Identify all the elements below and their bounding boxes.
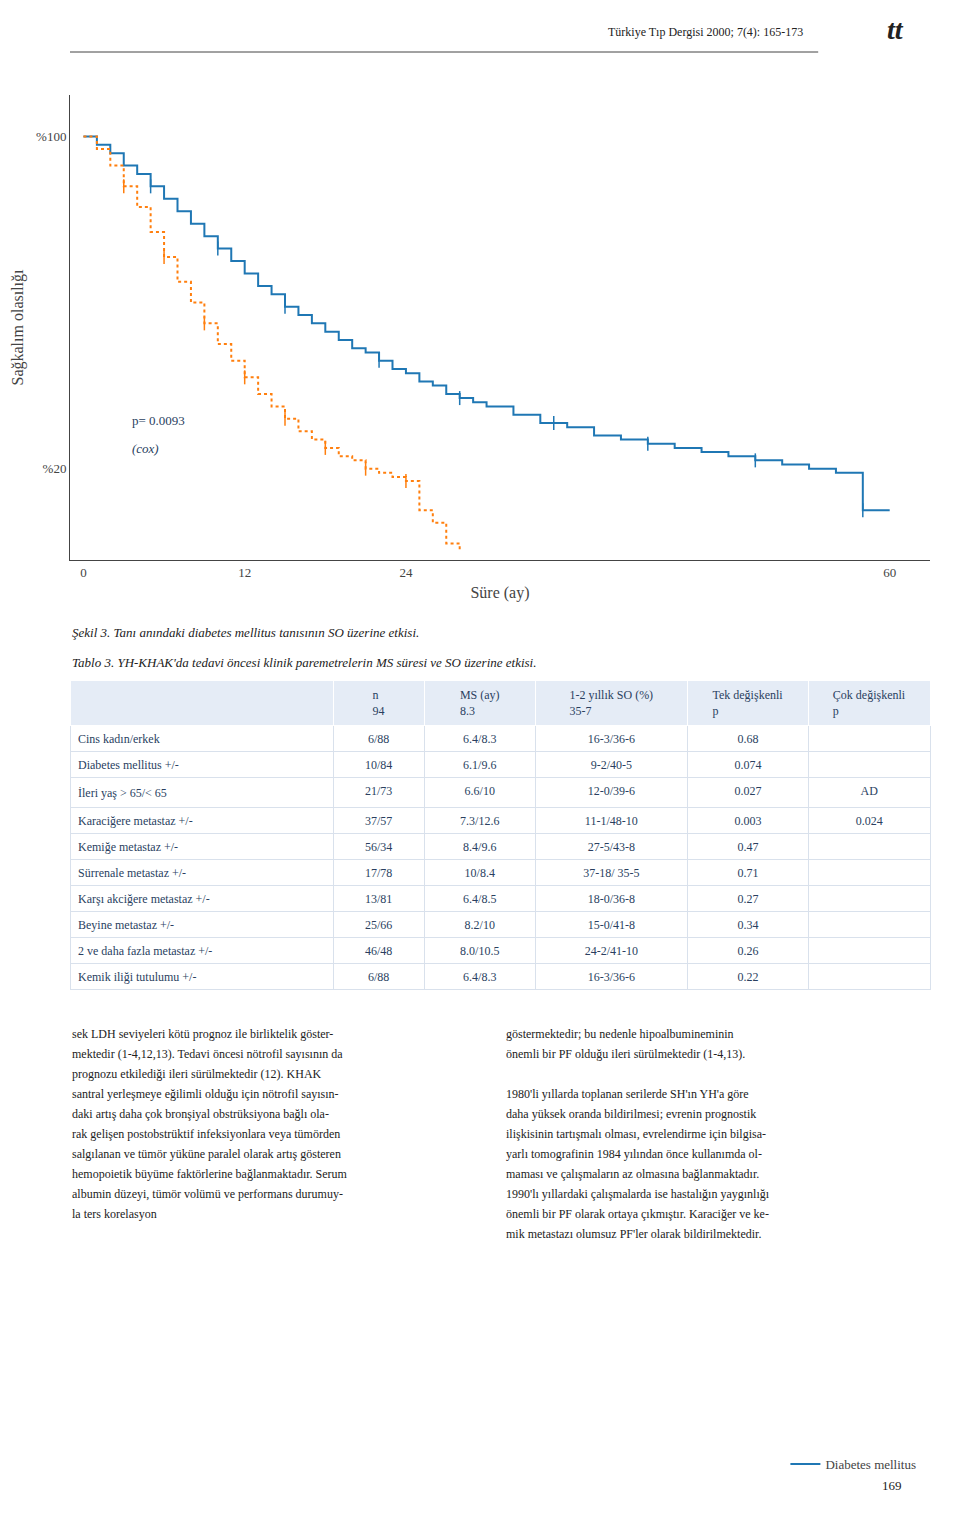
svg-text:37-18/ 35-5: 37-18/ 35-5	[583, 866, 639, 880]
svg-text:la ters korelasyon: la ters korelasyon	[72, 1207, 157, 1221]
svg-text:0.34: 0.34	[737, 918, 758, 932]
svg-text:0.003: 0.003	[734, 814, 761, 828]
svg-text:15-0/41-8: 15-0/41-8	[588, 918, 635, 932]
svg-text:ilişkisinin tartışmalı olması,: ilişkisinin tartışmalı olması, evrelendi…	[506, 1127, 766, 1141]
svg-text:Diabetes mellitus +/-: Diabetes mellitus +/-	[78, 758, 179, 772]
svg-text:daki artış daha çok bronşiyal: daki artış daha çok bronşiyal obstrüksiy…	[72, 1107, 329, 1121]
svg-text:8.0/10.5: 8.0/10.5	[460, 944, 499, 958]
svg-text:0.68: 0.68	[737, 732, 758, 746]
svg-text:albumin düzeyi, tümör volümü v: albumin düzeyi, tümör volümü ve performa…	[72, 1187, 343, 1201]
svg-text:56/34: 56/34	[365, 840, 392, 854]
svg-text:13/81: 13/81	[365, 892, 392, 906]
svg-text:sek LDH seviyeleri kötü progno: sek LDH seviyeleri kötü prognoz ile birl…	[72, 1027, 333, 1041]
svg-text:p= 0.0093: p= 0.0093	[132, 413, 185, 428]
svg-text:maması ve çalışmaların az olma: maması ve çalışmaların az olmasına bağla…	[506, 1167, 759, 1181]
svg-text:1980'li yıllarda toplanan seri: 1980'li yıllarda toplanan serilerde SH'ı…	[506, 1087, 749, 1101]
svg-text:7.3/12.6: 7.3/12.6	[460, 814, 499, 828]
svg-text:24-2/41-10: 24-2/41-10	[585, 944, 638, 958]
svg-text:16-3/36-6: 16-3/36-6	[588, 732, 635, 746]
svg-text:17/78: 17/78	[365, 866, 392, 880]
svg-text:0.024: 0.024	[856, 814, 883, 828]
svg-text:Türkiye Tıp Dergisi 2000; 7(4): Türkiye Tıp Dergisi 2000; 7(4): 165-173	[608, 25, 803, 39]
svg-text:0.27: 0.27	[737, 892, 758, 906]
svg-text:0.26: 0.26	[737, 944, 758, 958]
svg-text:24: 24	[399, 565, 413, 580]
svg-text:25/66: 25/66	[365, 918, 392, 932]
svg-text:6/88: 6/88	[368, 732, 389, 746]
svg-text:Kemik iliği tutulumu +/-: Kemik iliği tutulumu +/-	[78, 970, 196, 984]
svg-text:Tek değişkenlip: Tek değişkenlip	[712, 688, 783, 718]
svg-text:n94: n94	[373, 688, 385, 718]
svg-text:6.6/10: 6.6/10	[465, 784, 495, 798]
svg-text:mik metastazı olumsuz PF'ler o: mik metastazı olumsuz PF'ler olarak bild…	[506, 1227, 761, 1241]
svg-text:İleri yaş > 65/< 65: İleri yaş > 65/< 65	[78, 786, 167, 800]
svg-text:Karşı akciğere metastaz +/-: Karşı akciğere metastaz +/-	[78, 892, 210, 906]
svg-text:60: 60	[883, 565, 896, 580]
svg-text:prognozu etkilediği ileri sürü: prognozu etkilediği ileri sürülmektedir …	[72, 1067, 322, 1081]
svg-text:2 ve daha fazla metastaz +/-: 2 ve daha fazla metastaz +/-	[78, 944, 212, 958]
svg-text:46/48: 46/48	[365, 944, 392, 958]
svg-text:8.4/9.6: 8.4/9.6	[463, 840, 496, 854]
svg-text:0.027: 0.027	[734, 784, 761, 798]
svg-text:0.074: 0.074	[734, 758, 761, 772]
svg-text:AD: AD	[861, 784, 879, 798]
svg-text:0.47: 0.47	[737, 840, 758, 854]
svg-text:0.71: 0.71	[737, 866, 758, 880]
svg-text:Sürrenale metastaz +/-: Sürrenale metastaz +/-	[78, 866, 186, 880]
svg-text:Beyine metastaz +/-: Beyine metastaz +/-	[78, 918, 174, 932]
svg-text:12-0/39-6: 12-0/39-6	[588, 784, 635, 798]
svg-text:9-2/40-5: 9-2/40-5	[591, 758, 632, 772]
svg-text:11-1/48-10: 11-1/48-10	[585, 814, 638, 828]
svg-text:Şekil 3. Tanı anındaki diabete: Şekil 3. Tanı anındaki diabetes mellitus…	[72, 625, 419, 640]
svg-text:0: 0	[80, 565, 87, 580]
svg-text:Diabetes mellitus: Diabetes mellitus	[825, 1457, 916, 1472]
svg-text:MS (ay)8.3: MS (ay)8.3	[460, 688, 500, 718]
svg-text:göstermektedir; bu nedenle hip: göstermektedir; bu nedenle hipoalbuminem…	[506, 1027, 734, 1041]
svg-text:Çok değişkenlip: Çok değişkenlip	[833, 688, 906, 718]
svg-text:Cins kadın/erkek: Cins kadın/erkek	[78, 732, 160, 746]
svg-text:(cox): (cox)	[132, 441, 159, 456]
svg-text:Tablo 3. YH-KHAK'da tedavi önc: Tablo 3. YH-KHAK'da tedavi öncesi klinik…	[72, 655, 536, 670]
svg-text:önemli bir PF olarak ortaya çı: önemli bir PF olarak ortaya çıkmıştır. K…	[506, 1207, 769, 1221]
svg-text:21/73: 21/73	[365, 784, 392, 798]
svg-text:rak gelişen postobstrüktif inf: rak gelişen postobstrüktif infeksiyonlar…	[72, 1127, 340, 1141]
svg-text:169: 169	[882, 1478, 902, 1493]
svg-text:1990'lı yıllardaki çalışmalard: 1990'lı yıllardaki çalışmalarda ise hast…	[506, 1187, 770, 1201]
svg-text:Süre (ay): Süre (ay)	[470, 584, 529, 602]
svg-text:18-0/36-8: 18-0/36-8	[588, 892, 635, 906]
svg-text:salgılanan ve tümör yüküne par: salgılanan ve tümör yüküne paralel olara…	[72, 1147, 341, 1161]
svg-text:37/57: 37/57	[365, 814, 392, 828]
svg-text:mektedir (1-4,12,13). Tedavi ö: mektedir (1-4,12,13). Tedavi öncesi nötr…	[72, 1047, 343, 1061]
svg-text:12: 12	[238, 565, 251, 580]
svg-text:Sağkalım olasılığı: Sağkalım olasılığı	[9, 269, 27, 386]
svg-text:16-3/36-6: 16-3/36-6	[588, 970, 635, 984]
svg-text:6.4/8.3: 6.4/8.3	[463, 732, 496, 746]
svg-text:6.1/9.6: 6.1/9.6	[463, 758, 496, 772]
svg-text:tt: tt	[887, 14, 904, 45]
svg-text:santral yerleşmeye eğilimli ol: santral yerleşmeye eğilimli olduğu için …	[72, 1087, 339, 1101]
svg-text:1-2 yıllık SO (%)35-7: 1-2 yıllık SO (%)35-7	[569, 688, 653, 718]
svg-text:10/84: 10/84	[365, 758, 392, 772]
svg-text:Karaciğere metastaz +/-: Karaciğere metastaz +/-	[78, 814, 193, 828]
svg-text:6.4/8.3: 6.4/8.3	[463, 970, 496, 984]
svg-text:%100: %100	[36, 129, 66, 144]
svg-text:daha yüksek oranda bildirilmes: daha yüksek oranda bildirilmesi; evrenin…	[506, 1107, 756, 1121]
svg-text:önemli bir PF olduğu ileri sür: önemli bir PF olduğu ileri sürülmektedir…	[506, 1047, 745, 1061]
svg-text:%20: %20	[43, 461, 67, 476]
svg-text:6/88: 6/88	[368, 970, 389, 984]
svg-text:hemopoietik büyüme faktörlerin: hemopoietik büyüme faktörlerine bağlanma…	[72, 1167, 348, 1181]
svg-text:Kemiğe metastaz +/-: Kemiğe metastaz +/-	[78, 840, 178, 854]
svg-text:10/8.4: 10/8.4	[465, 866, 495, 880]
svg-text:0.22: 0.22	[737, 970, 758, 984]
svg-text:8.2/10: 8.2/10	[465, 918, 495, 932]
svg-text:yarlı tomografinin 1984 yılınd: yarlı tomografinin 1984 yılından önce ku…	[506, 1147, 762, 1161]
svg-text:6.4/8.5: 6.4/8.5	[463, 892, 496, 906]
svg-text:27-5/43-8: 27-5/43-8	[588, 840, 635, 854]
